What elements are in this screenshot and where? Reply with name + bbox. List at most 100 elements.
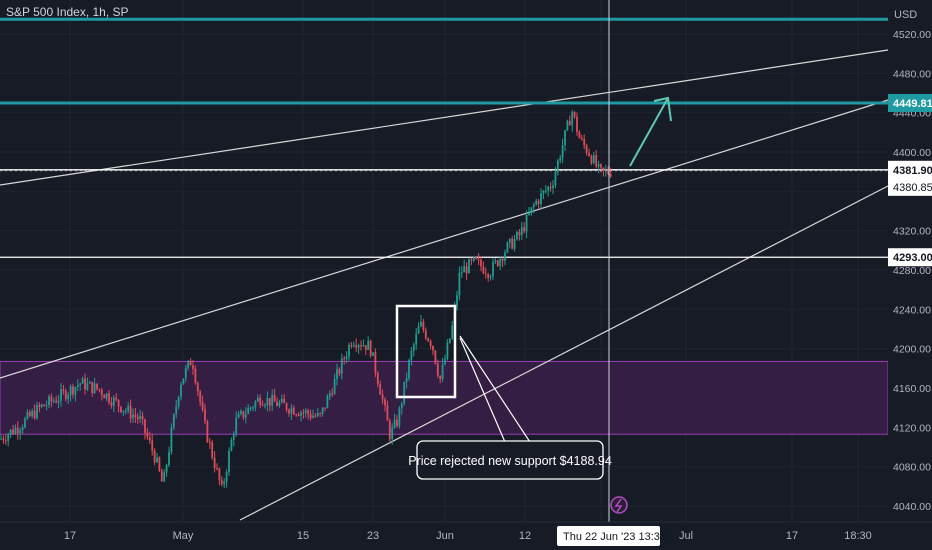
candle-body (175, 406, 178, 415)
candle-body (338, 369, 341, 374)
candle-body (525, 214, 528, 232)
lightning-event-icon (610, 496, 628, 514)
candle-body (218, 468, 221, 481)
rejection-box (395, 304, 457, 399)
candle-body (211, 442, 214, 458)
candle-body (470, 259, 473, 261)
crosshair-time-tag (557, 526, 660, 546)
arrow-head (653, 96, 672, 122)
candle-body (235, 417, 238, 434)
candle-body (280, 398, 283, 403)
resistance-level-tag (888, 94, 932, 113)
candle-body (482, 266, 485, 274)
candle-body (504, 252, 506, 261)
candle-body (348, 344, 350, 357)
candle-body (266, 397, 269, 406)
current-price-level-tag (888, 160, 932, 179)
candle-body (292, 407, 295, 415)
candle-body (499, 258, 502, 266)
candle-body (314, 415, 317, 417)
candle-body (33, 410, 36, 419)
candle-body (216, 468, 218, 470)
candle-body (108, 393, 110, 403)
candle-body (302, 412, 305, 414)
candle-body (153, 450, 156, 463)
candle-body (597, 164, 600, 167)
candle-body (573, 111, 576, 117)
price-tick-label: 4040.00 (893, 501, 931, 513)
crosshair-time-label: Thu 22 Jun '23 13:30 (563, 531, 666, 543)
candle-body (501, 258, 504, 261)
candle-body (259, 397, 262, 405)
candle-body (228, 450, 230, 473)
candle-body (300, 412, 302, 416)
candle-body (568, 120, 571, 126)
candle-body (60, 389, 62, 401)
candle-body (523, 227, 526, 232)
candle-body (26, 412, 29, 419)
candle-body (110, 402, 113, 406)
support-level-tag (888, 248, 932, 267)
candle-body (16, 427, 19, 434)
candle-body (230, 439, 233, 451)
candle-body (242, 411, 245, 418)
time-tick-label: 17 (64, 530, 76, 542)
candle-body (427, 338, 430, 342)
candle-body (38, 405, 41, 407)
candle-body (76, 385, 79, 387)
candle-body (240, 411, 242, 414)
candle-body (415, 333, 418, 345)
candle-body (189, 360, 192, 366)
candle-body (489, 276, 492, 278)
price-tick-label: 4080.00 (893, 462, 931, 474)
candle-body (376, 372, 379, 385)
candle-body (561, 145, 564, 159)
candle-body (422, 321, 425, 331)
candle-body (412, 344, 415, 351)
candle-body (480, 259, 482, 267)
candle-body (384, 399, 386, 406)
candle-body (40, 404, 43, 407)
candle-body (103, 395, 106, 399)
candle-body (194, 368, 197, 383)
candle-body (465, 266, 468, 274)
horizontal-levels (0, 17, 888, 258)
candle-body (297, 414, 300, 416)
candle-body (50, 396, 53, 402)
candle-body (528, 213, 530, 215)
candle-body (196, 382, 199, 392)
candle-body (52, 400, 55, 402)
candle-body (595, 155, 598, 167)
currency-label: USD (894, 9, 917, 21)
candle-body (204, 409, 206, 422)
candle-body (79, 383, 82, 386)
price-axis[interactable]: 4520.004480.004440.004400.004360.004320.… (888, 0, 932, 522)
candle-body (600, 164, 602, 168)
candle-body (134, 414, 137, 417)
candle-body (252, 407, 254, 409)
price-tick-label: 4240.00 (893, 304, 931, 316)
candle-body (458, 272, 461, 296)
candle-body (585, 145, 588, 153)
candle-body (379, 384, 382, 395)
time-axis[interactable]: 17 May 15 23 Jun 12 Jul 17 18:30 Thu 22 Jun '23 1… (0, 521, 932, 550)
candle-body (532, 204, 535, 208)
candle-body (148, 437, 151, 441)
candle-body (170, 427, 173, 452)
candle-body (552, 185, 554, 188)
candle-body (484, 273, 487, 275)
candle-body (168, 451, 170, 466)
candle-body (321, 407, 324, 414)
candle-body (583, 139, 586, 146)
arrow-shaft (629, 97, 669, 167)
candle-body (105, 393, 108, 399)
lightning-bolt-icon (614, 498, 623, 513)
crosshair (0, 0, 888, 522)
candle-body (232, 433, 235, 440)
candle-body (158, 457, 161, 471)
candle-body (187, 360, 190, 368)
candle-body (285, 403, 288, 411)
candle-body (434, 350, 437, 364)
candle-body (386, 405, 389, 421)
